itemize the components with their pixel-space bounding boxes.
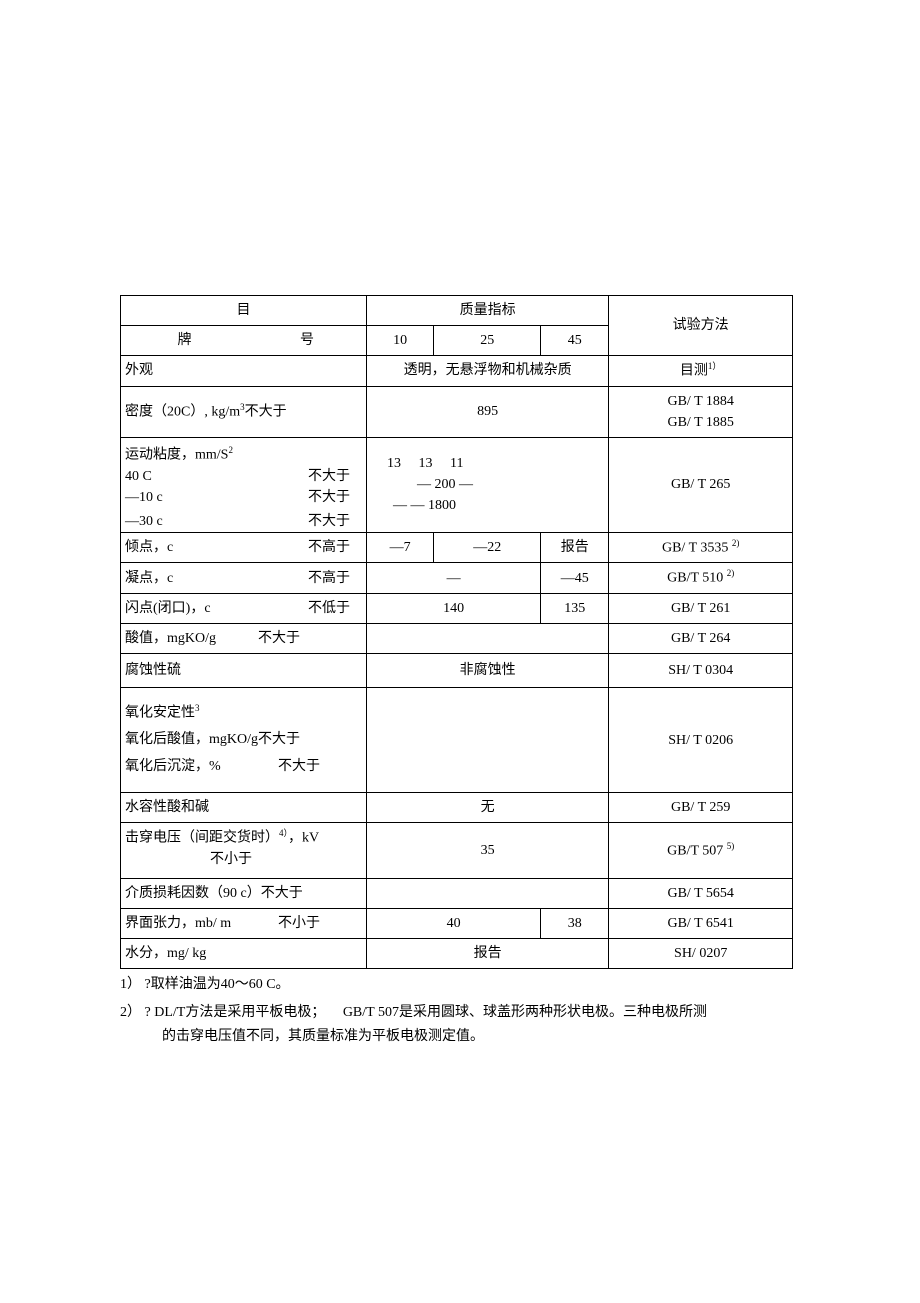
flash-method: GB/ T 261	[609, 593, 793, 623]
flash-v12: 140	[366, 593, 540, 623]
pour-label: 倾点，c不高于	[121, 532, 367, 563]
header-brand-label-2: 号	[248, 326, 366, 356]
row-breakdown: 击穿电压（间距交货时）4），kV 不小于 35 GB/T 507 5)	[121, 823, 793, 879]
water-acid-label: 水容性酸和碱	[121, 793, 367, 823]
viscosity-values: 13 13 11 — 200 — — — 1800	[366, 437, 608, 532]
breakdown-value: 35	[366, 823, 608, 879]
viscosity-label: 运动粘度，mm/S2 40 C不大于 —10 c不大于 —30 c不大于	[121, 437, 367, 532]
footnote-2: 2） ? DL/T方法是采用平板电极； GB/T 507是采用圆球、球盖形两种形…	[120, 1001, 793, 1049]
row-pour: 倾点，c不高于 —7 —22 报告 GB/ T 3535 2)	[121, 532, 793, 563]
freeze-v12: —	[366, 563, 540, 594]
row-tension: 界面张力，mb/ m不小于 40 38 GB/ T 6541	[121, 909, 793, 939]
moisture-value: 报告	[366, 939, 608, 969]
loss-method: GB/ T 5654	[609, 879, 793, 909]
acid-value	[366, 623, 608, 653]
row-sulfur: 腐蚀性硫 非腐蚀性 SH/ T 0304	[121, 653, 793, 687]
oxidation-value	[366, 687, 608, 792]
water-acid-value: 无	[366, 793, 608, 823]
row-water-acid: 水容性酸和碱 无 GB/ T 259	[121, 793, 793, 823]
appearance-label: 外观	[121, 356, 367, 387]
row-viscosity: 运动粘度，mm/S2 40 C不大于 —10 c不大于 —30 c不大于 13 …	[121, 437, 793, 532]
row-appearance: 外观 透明，无悬浮物和机械杂质 目测1）	[121, 356, 793, 387]
header-row-1: 目 质量指标 试验方法	[121, 296, 793, 326]
header-method: 试验方法	[609, 296, 793, 356]
flash-v3: 135	[541, 593, 609, 623]
pour-method: GB/ T 3535 2)	[609, 532, 793, 563]
row-oxidation: 氧化安定性3 氧化后酸值，mgKO/g不大于 氧化后沉淀，%不大于 SH/ T …	[121, 687, 793, 792]
tension-v12: 40	[366, 909, 540, 939]
tension-v3: 38	[541, 909, 609, 939]
freeze-v3: —45	[541, 563, 609, 594]
acid-label: 酸值，mgKO/g不大于	[121, 623, 367, 653]
viscosity-method: GB/ T 265	[609, 437, 793, 532]
density-method: GB/ T 1884GB/ T 1885	[609, 386, 793, 437]
density-label: 密度（20C）, kg/m3不大于	[121, 386, 367, 437]
breakdown-label: 击穿电压（间距交货时）4），kV 不小于	[121, 823, 367, 879]
row-flash: 闪点(闭口)，c不低于 140 135 GB/ T 261	[121, 593, 793, 623]
header-45: 45	[541, 326, 609, 356]
appearance-value: 透明，无悬浮物和机械杂质	[366, 356, 608, 387]
row-freeze: 凝点，c不高于 — —45 GB/T 510 2)	[121, 563, 793, 594]
sulfur-value: 非腐蚀性	[366, 653, 608, 687]
header-25: 25	[434, 326, 541, 356]
appearance-method: 目测1）	[609, 356, 793, 387]
density-value: 895	[366, 386, 608, 437]
pour-v2: —22	[434, 532, 541, 563]
row-density: 密度（20C）, kg/m3不大于 895 GB/ T 1884GB/ T 18…	[121, 386, 793, 437]
pour-v3: 报告	[541, 532, 609, 563]
oxidation-label: 氧化安定性3 氧化后酸值，mgKO/g不大于 氧化后沉淀，%不大于	[121, 687, 367, 792]
row-loss: 介质损耗因数（90 c）不大于 GB/ T 5654	[121, 879, 793, 909]
header-item-top: 目	[121, 296, 367, 326]
row-moisture: 水分，mg/ kg 报告 SH/ 0207	[121, 939, 793, 969]
document-page: 目 质量指标 试验方法 牌 号 10 25 45 外观 透明，无悬浮物和机械杂质…	[0, 0, 920, 1048]
footnote-1: 1） ?取样油温为40～60 C。	[120, 973, 793, 997]
acid-method: GB/ T 264	[609, 623, 793, 653]
loss-label: 介质损耗因数（90 c）不大于	[121, 879, 367, 909]
flash-label: 闪点(闭口)，c不低于	[121, 593, 367, 623]
header-quality: 质量指标	[366, 296, 608, 326]
tension-method: GB/ T 6541	[609, 909, 793, 939]
water-acid-method: GB/ T 259	[609, 793, 793, 823]
sulfur-label: 腐蚀性硫	[121, 653, 367, 687]
breakdown-method: GB/T 507 5)	[609, 823, 793, 879]
sulfur-method: SH/ T 0304	[609, 653, 793, 687]
loss-value	[366, 879, 608, 909]
freeze-label: 凝点，c不高于	[121, 563, 367, 594]
footnotes: 1） ?取样油温为40～60 C。 2） ? DL/T方法是采用平板电极； GB…	[120, 969, 793, 1048]
moisture-label: 水分，mg/ kg	[121, 939, 367, 969]
row-acid: 酸值，mgKO/g不大于 GB/ T 264	[121, 623, 793, 653]
moisture-method: SH/ 0207	[609, 939, 793, 969]
header-10: 10	[366, 326, 433, 356]
pour-v1: —7	[366, 532, 433, 563]
header-brand-label-1: 牌	[121, 326, 249, 356]
freeze-method: GB/T 510 2)	[609, 563, 793, 594]
tension-label: 界面张力，mb/ m不小于	[121, 909, 367, 939]
oxidation-method: SH/ T 0206	[609, 687, 793, 792]
spec-table: 目 质量指标 试验方法 牌 号 10 25 45 外观 透明，无悬浮物和机械杂质…	[120, 295, 793, 969]
